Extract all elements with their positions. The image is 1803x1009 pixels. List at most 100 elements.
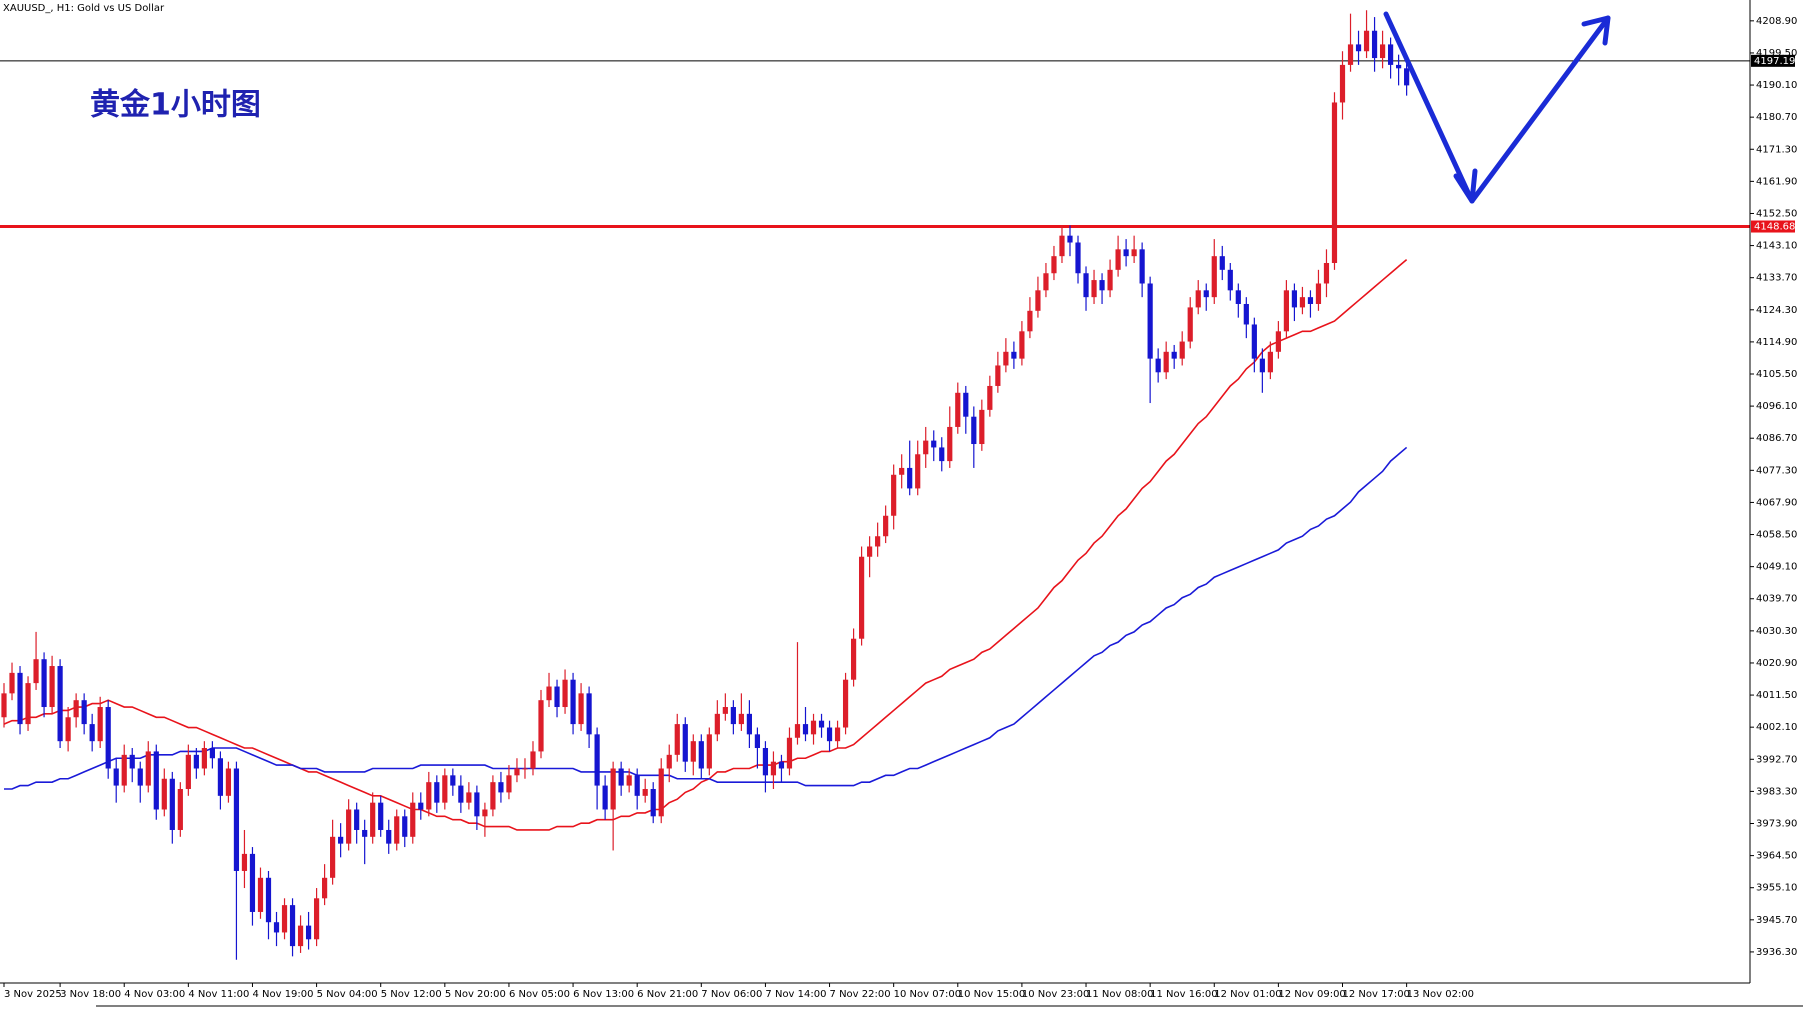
candle-body — [530, 751, 536, 769]
y-tick-label: 4133.70 — [1756, 273, 1797, 284]
candle-body — [105, 707, 111, 769]
candle-body — [289, 905, 296, 947]
candle-body — [706, 734, 712, 769]
candle-body — [145, 751, 151, 786]
y-tick-label: 3992.70 — [1756, 754, 1797, 765]
candle-body — [362, 829, 368, 837]
candle-body — [850, 638, 857, 680]
candle-body — [225, 768, 232, 796]
candle-body — [859, 556, 865, 639]
x-tick-label: 5 Nov 20:00 — [445, 989, 506, 1000]
y-tick-label: 4086.70 — [1756, 433, 1797, 444]
moving-average — [4, 446, 1408, 790]
level-label: 4148.68 — [1754, 222, 1795, 233]
candle-body — [402, 816, 408, 837]
x-tick-label: 11 Nov 16:00 — [1150, 989, 1217, 1000]
candle-body — [1227, 269, 1233, 291]
candle-body — [121, 754, 127, 786]
x-tick-label: 6 Nov 21:00 — [637, 989, 698, 1000]
candle-body — [842, 679, 849, 728]
candle-body — [682, 724, 688, 762]
candle-body — [1396, 64, 1402, 69]
candle-body — [193, 754, 199, 769]
candle-body — [1355, 44, 1362, 52]
y-tick-label: 3936.30 — [1756, 947, 1797, 958]
candle-body — [666, 754, 672, 769]
candle-body — [963, 392, 969, 417]
candle-body — [169, 778, 175, 830]
candle-body — [834, 727, 841, 742]
candle-body — [578, 693, 584, 725]
y-tick-label: 4030.30 — [1756, 626, 1797, 637]
forecast-path — [1383, 11, 1611, 204]
y-tick-label: 4067.90 — [1756, 497, 1797, 508]
candle-body — [25, 683, 31, 725]
candle-body — [875, 536, 881, 547]
y-tick-label: 4152.50 — [1756, 208, 1797, 219]
chart-title: 黄金1小时图 — [90, 88, 261, 123]
candle-body — [386, 829, 392, 844]
candle-body — [217, 758, 224, 796]
candle-body — [698, 741, 704, 769]
candle-body — [690, 741, 696, 762]
candle-body — [450, 775, 456, 786]
candle-body — [249, 853, 256, 912]
candle-body — [1171, 351, 1177, 359]
candle-body — [1059, 235, 1065, 257]
candle-body — [418, 802, 424, 810]
candle-body — [1315, 283, 1322, 304]
candle-body — [370, 802, 376, 837]
candle-body — [1051, 256, 1057, 274]
candle-body — [1283, 290, 1289, 332]
candle-body — [322, 877, 328, 899]
candle-body — [770, 761, 777, 776]
x-tick-label: 6 Nov 13:00 — [573, 989, 634, 1000]
x-tick-label: 4 Nov 11:00 — [188, 989, 249, 1000]
x-tick-label: 12 Nov 01:00 — [1214, 989, 1281, 1000]
candle-body — [338, 836, 344, 844]
candle-body — [1275, 331, 1281, 352]
candle-body — [354, 809, 360, 830]
candle-body — [1179, 341, 1185, 359]
y-tick-label: 4199.50 — [1756, 48, 1797, 59]
candle-body — [394, 816, 400, 844]
candle-body — [506, 775, 512, 793]
y-tick-label: 3983.30 — [1756, 786, 1797, 797]
x-tick-label: 11 Nov 08:00 — [1086, 989, 1153, 1000]
plot-area — [0, 10, 1750, 960]
y-tick-label: 3973.90 — [1756, 818, 1797, 829]
candle-body — [241, 853, 248, 871]
x-tick-label: 12 Nov 17:00 — [1343, 989, 1410, 1000]
y-tick-label: 4180.70 — [1756, 112, 1797, 123]
candle-body — [498, 782, 504, 793]
candle-body — [442, 775, 448, 803]
x-tick-label: 5 Nov 12:00 — [381, 989, 442, 1000]
candle-body — [939, 447, 945, 462]
candle-body — [233, 768, 240, 871]
y-tick-label: 4039.70 — [1756, 594, 1797, 605]
candle-body — [113, 768, 119, 786]
candle-body — [514, 768, 520, 776]
candle-body — [1091, 280, 1097, 298]
candle-body — [923, 440, 929, 455]
candle-body — [722, 707, 728, 714]
y-tick-label: 4011.50 — [1756, 690, 1797, 701]
candle-body — [634, 775, 640, 796]
candle-body — [209, 748, 215, 759]
y-tick-label: 4171.30 — [1756, 144, 1797, 155]
y-tick-label: 4208.90 — [1756, 16, 1797, 27]
candle-body — [161, 778, 167, 810]
candle-body — [1195, 290, 1201, 308]
candle-body — [610, 768, 616, 810]
candle-body — [546, 686, 552, 701]
candle-body — [1139, 249, 1145, 284]
candle-body — [89, 724, 95, 742]
y-tick-label: 4020.90 — [1756, 658, 1797, 669]
y-tick-label: 3964.50 — [1756, 851, 1797, 862]
candle-body — [987, 385, 993, 410]
candle-body — [9, 672, 15, 694]
candle-body — [979, 409, 985, 445]
candle-body — [257, 877, 264, 912]
candle-body — [778, 761, 785, 769]
candle-body — [786, 737, 793, 769]
